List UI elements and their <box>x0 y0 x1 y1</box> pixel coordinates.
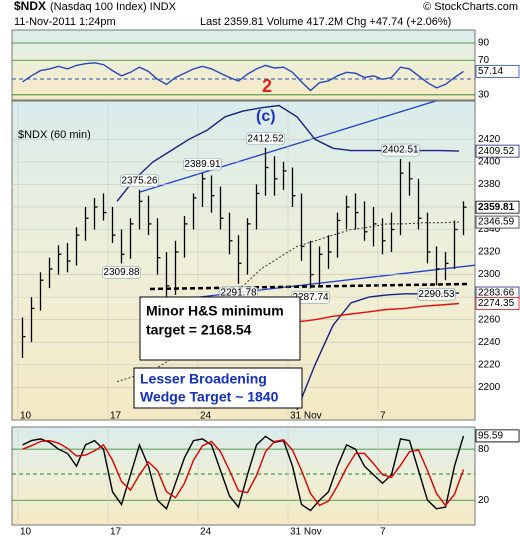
x-tick-label: 17 <box>110 411 122 422</box>
y-tick-label: 2240 <box>478 337 501 348</box>
value-label: 57.14 <box>478 66 503 77</box>
overlay-line <box>116 221 460 383</box>
wave-label: (c) <box>256 108 276 125</box>
y-tick-label: 2340 <box>478 224 501 235</box>
plot: 30709057.1422002220224022602280230023202… <box>12 38 520 538</box>
y-tick-label: 2380 <box>478 179 501 190</box>
y-tick-label: 2200 <box>478 382 501 393</box>
series-line <box>22 435 465 512</box>
index-name: (Nasdaq 100 Index) INDX <box>50 1 177 13</box>
y-tick-label: 2320 <box>478 247 501 258</box>
value-label: 2346.59 <box>478 217 515 228</box>
note: Lesser Broadening <box>140 371 267 387</box>
symbol: $NDX <box>14 0 46 13</box>
x-tick-label: 24 <box>200 411 212 422</box>
note: Wedge Target ~ 1840 <box>140 389 279 405</box>
x-tick-label: 31 Nov <box>290 527 322 538</box>
value-label: 2409.52 <box>478 146 515 157</box>
value-box <box>475 64 520 78</box>
value-box <box>475 429 520 443</box>
series-line <box>22 439 465 507</box>
y-tick-label: 2220 <box>478 359 501 370</box>
point-label: 2402.51 <box>382 145 419 156</box>
source: © StockCharts.com <box>423 1 518 13</box>
value-label: 2283.66 <box>478 288 515 299</box>
note: Minor H&S minimum <box>146 303 284 319</box>
value-box <box>475 215 520 229</box>
x-tick-label: 24 <box>200 527 212 538</box>
x-tick-label: 7 <box>380 527 386 538</box>
stoch-panel <box>11 426 476 526</box>
x-tick-label: 10 <box>20 527 32 538</box>
value-box <box>475 297 520 310</box>
y-tick-label: 70 <box>478 55 490 66</box>
y-tick-label: 90 <box>478 38 490 49</box>
point-label: 2412.52 <box>247 133 284 144</box>
date: 11-Nov-2011 1:24pm <box>14 16 116 28</box>
note: target = 2168.54 <box>146 322 252 338</box>
point-label: 2389.91 <box>184 159 221 170</box>
trendline <box>139 101 438 193</box>
series-line <box>22 62 464 92</box>
point-label-box <box>417 287 456 301</box>
value-box <box>475 144 520 158</box>
point-label: 2375.26 <box>121 175 158 186</box>
panel-label: $NDX (60 min) <box>18 129 91 141</box>
y-tick-label: 30 <box>478 89 490 100</box>
rsi-panel <box>11 29 476 101</box>
x-tick-label: 31 Nov <box>290 411 322 422</box>
value-label: 2359.81 <box>478 202 515 213</box>
point-label: 2287.74 <box>292 292 329 303</box>
x-tick-label: 10 <box>20 411 32 422</box>
point-label-box <box>381 143 420 157</box>
note-box <box>139 296 301 361</box>
point-label-box <box>102 266 141 279</box>
value-label: 2274.35 <box>478 298 515 309</box>
y-tick-label: 2420 <box>478 134 501 145</box>
point-label-box <box>183 157 222 171</box>
x-tick-label: 7 <box>380 411 386 422</box>
value-label: 95.59 <box>478 431 503 442</box>
point-label: 2290.53 <box>418 289 455 300</box>
point-label: 2291.78 <box>220 287 257 298</box>
y-tick-label: 2300 <box>478 269 501 280</box>
point-label-box <box>120 174 159 188</box>
y-tick-label: 2400 <box>478 157 501 168</box>
y-tick-label: 20 <box>478 495 490 506</box>
point-label: 2309.88 <box>103 267 140 278</box>
x-tick-label: 17 <box>110 527 122 538</box>
point-label-box <box>246 132 285 146</box>
y-tick-label: 2260 <box>478 314 501 325</box>
stats: Last 2359.81 Volume 417.2M Chg +47.74 (+… <box>200 16 451 28</box>
note-box <box>133 367 303 409</box>
value-box <box>475 200 520 214</box>
y-tick-label: 80 <box>478 444 490 455</box>
wave-label: 2 <box>262 76 272 96</box>
